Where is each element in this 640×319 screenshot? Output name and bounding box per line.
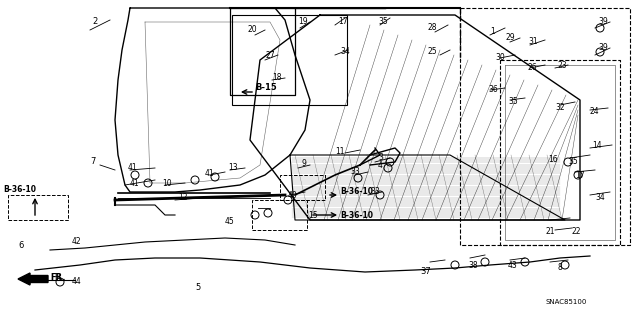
Text: 17: 17	[338, 18, 348, 26]
Text: 40: 40	[288, 190, 298, 199]
Bar	[232, 15, 347, 105]
Text: 5: 5	[195, 283, 200, 292]
Text: 12: 12	[178, 194, 188, 203]
Text: B-15: B-15	[255, 83, 276, 92]
Text: 10: 10	[162, 179, 172, 188]
Text: 24: 24	[590, 108, 600, 116]
Text: 35: 35	[508, 98, 518, 107]
Text: 8: 8	[558, 263, 563, 272]
Text: 36: 36	[488, 85, 498, 94]
Text: 13: 13	[228, 164, 237, 173]
Text: 11: 11	[335, 147, 344, 157]
Text: 33: 33	[370, 188, 380, 197]
Text: 39: 39	[598, 43, 608, 53]
Text: 45: 45	[225, 218, 235, 226]
Text: B-36-10: B-36-10	[3, 186, 36, 195]
Text: 41: 41	[205, 168, 214, 177]
Text: 35: 35	[568, 158, 578, 167]
Text: 26: 26	[528, 63, 538, 72]
Text: 1: 1	[490, 27, 495, 36]
Text: FR.: FR.	[50, 273, 65, 283]
Text: 9: 9	[302, 159, 307, 167]
Bar	[280, 175, 325, 200]
Bar	[252, 200, 307, 230]
Text: 27: 27	[265, 50, 275, 60]
Text: 34: 34	[595, 194, 605, 203]
Text: 38: 38	[468, 261, 477, 270]
Text: SNAC85100: SNAC85100	[545, 299, 586, 305]
Text: 33: 33	[350, 167, 360, 176]
Text: B-36-10: B-36-10	[340, 211, 373, 219]
Text: 17: 17	[575, 170, 584, 180]
Text: 44: 44	[72, 278, 82, 286]
Text: 2: 2	[92, 18, 97, 26]
FancyArrow shape	[18, 273, 48, 285]
Text: 41: 41	[128, 162, 138, 172]
Text: 7: 7	[90, 158, 95, 167]
Text: 28: 28	[428, 24, 438, 33]
Text: 18: 18	[272, 73, 282, 83]
Text: 34: 34	[340, 48, 349, 56]
Text: 20: 20	[248, 26, 258, 34]
Text: 43: 43	[508, 261, 518, 270]
Text: 25: 25	[428, 48, 438, 56]
Text: 30: 30	[495, 54, 505, 63]
Text: 37: 37	[420, 268, 431, 277]
Text: B-36-10: B-36-10	[340, 188, 373, 197]
Text: 23: 23	[558, 61, 568, 70]
Text: 6: 6	[18, 241, 24, 249]
Text: 41: 41	[130, 179, 140, 188]
Text: 22: 22	[572, 227, 582, 236]
Text: 29: 29	[505, 33, 515, 42]
Text: 35: 35	[378, 18, 388, 26]
Text: 39: 39	[598, 18, 608, 26]
Text: 14: 14	[592, 140, 602, 150]
Text: 19: 19	[298, 18, 308, 26]
Text: 32: 32	[555, 103, 564, 113]
Text: 4: 4	[378, 160, 383, 169]
Text: 3: 3	[378, 153, 383, 162]
Bar	[8, 195, 68, 220]
Text: 21: 21	[545, 227, 554, 236]
Text: 16: 16	[548, 155, 557, 165]
Text: FR.: FR.	[50, 273, 63, 283]
Text: 15: 15	[308, 211, 317, 219]
Text: 31: 31	[528, 38, 538, 47]
Text: 42: 42	[72, 238, 82, 247]
